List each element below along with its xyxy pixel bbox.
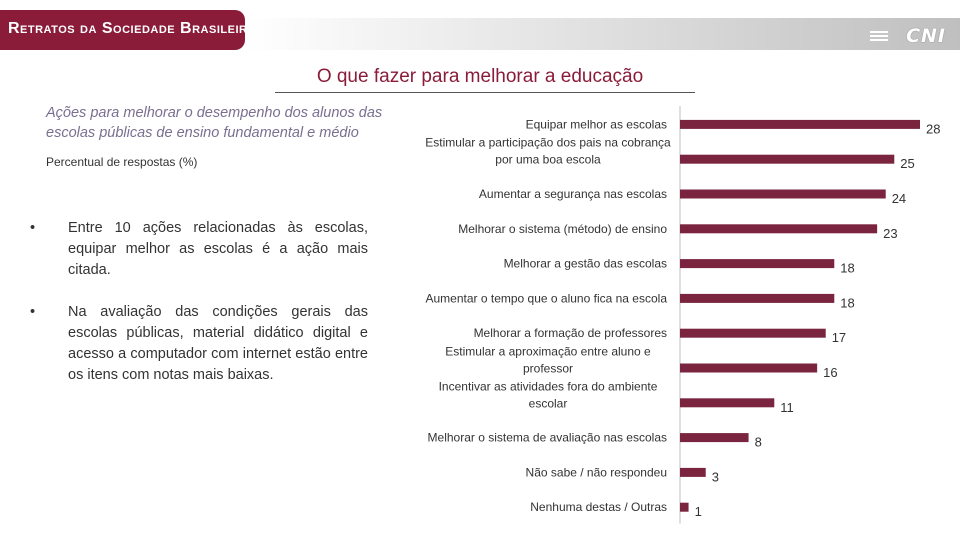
cni-logo: CNI (906, 25, 946, 47)
bullet-icon: • (30, 304, 36, 320)
bar (680, 398, 775, 408)
bar (680, 259, 835, 269)
bar (680, 293, 835, 303)
page-title: O que fazer para melhorar a educação (316, 66, 644, 87)
bullet-text: Na avaliação das condições gerais das es… (68, 304, 368, 383)
data-label: 8 (755, 435, 762, 450)
bullet-text: Entre 10 ações relacionadas às escolas, … (68, 220, 368, 278)
bar (680, 433, 749, 443)
data-label: 3 (712, 469, 719, 484)
category-label: Não sabe / não respondeu (526, 465, 667, 479)
bar (680, 154, 895, 164)
data-label: 18 (840, 261, 854, 276)
data-label: 23 (883, 226, 897, 241)
title-underline (275, 92, 695, 93)
data-label: 24 (892, 191, 906, 206)
percent-label: Percentual de respostas (%) (46, 155, 198, 169)
bullet-item: • Entre 10 ações relacionadas às escolas… (30, 218, 368, 281)
category-label: Nenhuma destas / Outras (530, 500, 667, 514)
data-label: 28 (926, 121, 940, 136)
bar (680, 467, 706, 477)
category-label: Melhorar o sistema de avaliação nas esco… (428, 431, 667, 445)
category-label: Aumentar o tempo que o aluno fica na esc… (426, 291, 668, 305)
category-label: Melhorar o sistema (método) de ensino (458, 222, 667, 236)
bar (680, 119, 920, 129)
category-label: Melhorar a gestão das escolas (504, 257, 667, 271)
category-label: Aumentar a segurança nas escolas (479, 187, 667, 201)
category-label: Incentivar as atividades fora do ambient… (439, 379, 658, 410)
bullet-list: • Entre 10 ações relacionadas às escolas… (30, 218, 368, 407)
category-label: Estimular a participação dos pais na cob… (425, 136, 671, 167)
chart-subtitle: Ações para melhorar o desempenho dos alu… (46, 105, 383, 141)
data-label: 18 (840, 295, 854, 310)
data-label: 11 (780, 400, 794, 415)
bar (680, 189, 886, 199)
category-label: Equipar melhor as escolas (526, 117, 667, 131)
cni-logo-stripes-icon (870, 31, 888, 41)
data-label: 17 (832, 330, 846, 345)
category-label: Estimular a aproximação entre aluno e pro… (445, 345, 651, 376)
banner-title: Retratos da Sociedade Brasileira (8, 20, 256, 37)
bullet-icon: • (30, 220, 36, 236)
bullet-item: • Na avaliação das condições gerais das … (30, 302, 368, 386)
category-label: Melhorar a formação de professores (474, 326, 667, 340)
data-label: 25 (900, 156, 914, 171)
data-label: 1 (695, 504, 702, 519)
data-label: 16 (823, 365, 837, 380)
bar (680, 502, 689, 512)
header-gradient-bar (245, 18, 960, 50)
header-banner: Retratos da Sociedade Brasileira (0, 10, 255, 50)
bar (680, 224, 878, 234)
bar (680, 363, 818, 373)
bar (680, 328, 826, 338)
